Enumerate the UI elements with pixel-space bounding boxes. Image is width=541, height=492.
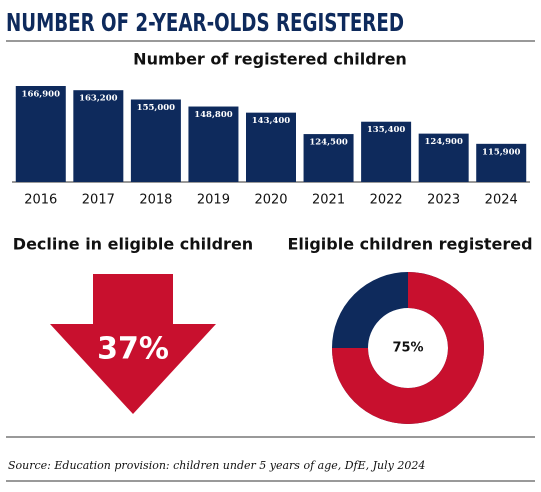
value-label: 143,400 bbox=[252, 116, 291, 126]
bar bbox=[130, 99, 181, 182]
bar bbox=[246, 112, 296, 182]
bar bbox=[15, 86, 66, 182]
value-label: 163,200 bbox=[79, 94, 118, 104]
value-label: 124,500 bbox=[309, 138, 348, 148]
bar bbox=[303, 134, 354, 182]
value-label: 148,800 bbox=[194, 110, 233, 120]
bar bbox=[361, 121, 412, 182]
value-label: 135,400 bbox=[367, 125, 406, 135]
bar bbox=[476, 143, 527, 182]
x-tick-label: 2017 bbox=[82, 193, 115, 208]
x-tick-label: 2018 bbox=[139, 193, 172, 208]
value-label: 115,900 bbox=[482, 147, 521, 157]
x-tick-label: 2019 bbox=[197, 193, 230, 208]
x-tick-label: 2021 bbox=[312, 193, 345, 208]
x-tick-label: 2016 bbox=[24, 193, 57, 208]
donut-title: Eligible children registered bbox=[287, 235, 532, 254]
value-label: 166,900 bbox=[22, 90, 61, 100]
arrow-label: 37% bbox=[97, 332, 169, 367]
title: NUMBER OF 2-YEAR-OLDS REGISTERED bbox=[6, 8, 404, 37]
donut-label: 75% bbox=[392, 341, 423, 356]
bar-chart-title: Number of registered children bbox=[133, 50, 407, 69]
bar bbox=[188, 106, 239, 182]
bar bbox=[418, 133, 469, 182]
value-label: 124,900 bbox=[424, 137, 463, 147]
x-tick-label: 2020 bbox=[254, 193, 287, 208]
x-tick-label: 2024 bbox=[485, 193, 518, 208]
arrow bbox=[50, 274, 216, 414]
donut-segment bbox=[332, 272, 484, 424]
bar bbox=[73, 90, 124, 182]
x-tick-label: 2022 bbox=[370, 193, 403, 208]
value-label: 155,000 bbox=[137, 103, 176, 113]
source: Source: Education provision: children un… bbox=[8, 459, 425, 472]
arrow-title: Decline in eligible children bbox=[13, 235, 253, 254]
x-tick-label: 2023 bbox=[427, 193, 460, 208]
